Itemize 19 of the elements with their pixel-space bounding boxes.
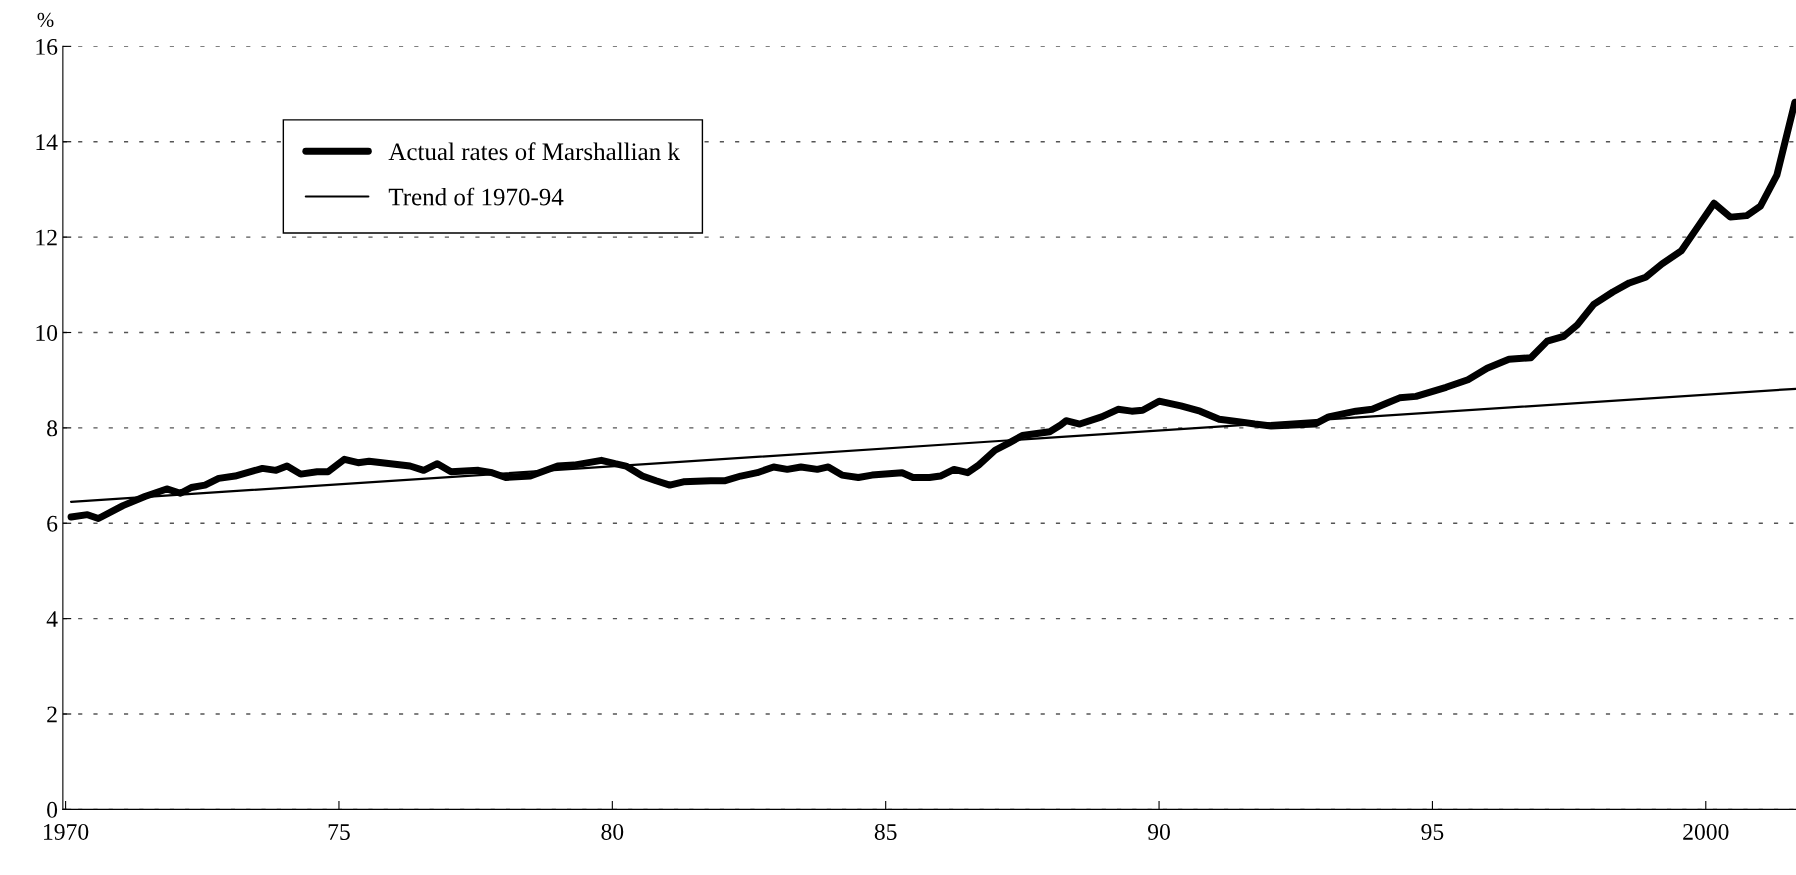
y-tick-label: 12 <box>36 229 57 246</box>
x-tick-label: 75 <box>328 824 350 840</box>
x-tick-label: 2000 <box>1683 823 1729 840</box>
y-tick-label: 16 <box>36 38 58 55</box>
y-axis-title: % <box>37 12 54 27</box>
x-tick-label: 90 <box>1148 823 1170 840</box>
y-tick-label: 4 <box>46 611 58 627</box>
y-tick-label: 2 <box>47 706 57 723</box>
legend-label: Actual rates of Marshallian k <box>388 142 680 161</box>
legend-label: Trend of 1970-94 <box>388 187 564 206</box>
y-tick-label: 8 <box>47 420 58 437</box>
x-tick-label: 85 <box>874 823 897 840</box>
y-tick-label: 14 <box>36 134 58 150</box>
y-tick-label: 10 <box>36 324 58 341</box>
y-tick-label: 0 <box>47 801 58 818</box>
x-tick-label: 95 <box>1421 824 1444 840</box>
x-tick-label: 80 <box>601 823 624 840</box>
y-tick-label: 6 <box>47 515 58 532</box>
x-tick-label: 1970 <box>44 823 89 840</box>
